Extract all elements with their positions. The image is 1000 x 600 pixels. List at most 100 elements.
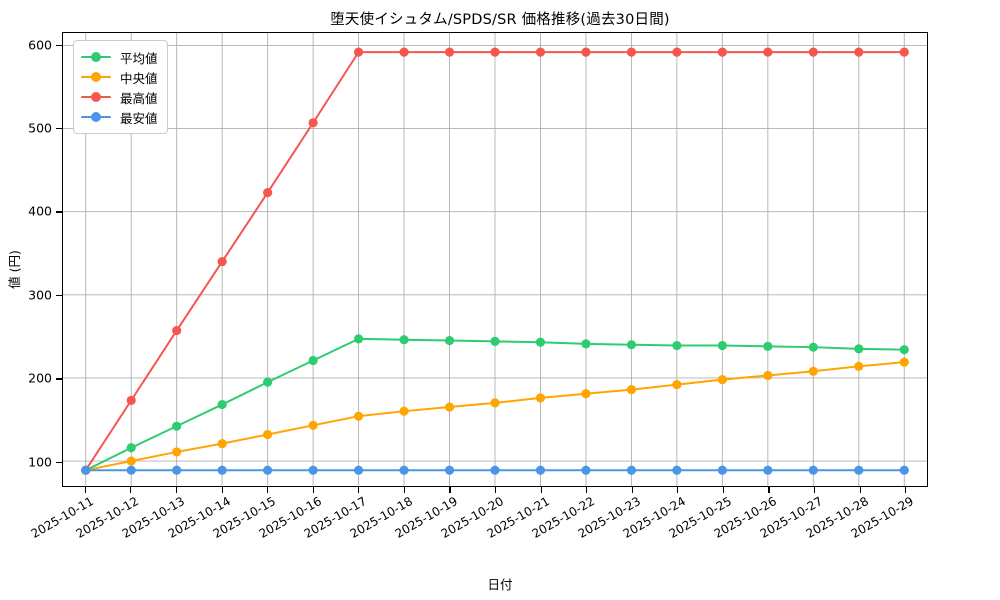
- data-point: [444, 335, 455, 346]
- data-point: [353, 334, 364, 344]
- x-axis-tick-marks: [62, 487, 928, 494]
- data-point: [399, 335, 409, 345]
- y-tick-mark: [56, 211, 62, 213]
- legend-marker-icon: [81, 70, 111, 84]
- data-point: [353, 47, 364, 57]
- legend-label: 最安値: [120, 110, 158, 126]
- data-point: [263, 188, 273, 198]
- legend-label: 中央値: [120, 70, 158, 86]
- data-point: [626, 465, 637, 475]
- x-tick-mark: [267, 487, 269, 493]
- data-point: [172, 447, 182, 457]
- data-point: [854, 344, 864, 354]
- x-tick-mark: [449, 487, 451, 493]
- data-point: [854, 361, 864, 371]
- legend-marker-icon: [81, 110, 111, 124]
- y-tick-mark: [56, 128, 62, 130]
- legend-label: 最高値: [120, 90, 158, 106]
- data-point: [81, 465, 91, 475]
- data-point: [308, 420, 318, 430]
- data-point: [217, 399, 227, 410]
- data-point: [581, 339, 591, 349]
- y-tick-mark: [56, 461, 62, 464]
- legend-item-1[interactable]: 中央値: [81, 67, 158, 87]
- plot-area: [62, 32, 928, 487]
- data-point: [899, 47, 909, 57]
- data-series-layer: [81, 47, 909, 475]
- y-tick-label: 200: [28, 370, 52, 386]
- data-point: [263, 465, 273, 475]
- data-point: [126, 465, 136, 475]
- y-tick-label: 400: [28, 203, 52, 219]
- y-tick-label: 500: [28, 120, 52, 136]
- data-point: [581, 389, 591, 399]
- y-tick-mark: [56, 294, 62, 297]
- data-point: [899, 345, 909, 355]
- data-point: [899, 465, 909, 475]
- data-point: [763, 465, 773, 475]
- data-point: [581, 47, 591, 57]
- chart-legend: 平均値中央値最高値最安値: [73, 40, 168, 134]
- x-tick-mark: [358, 487, 360, 493]
- data-point: [353, 465, 364, 475]
- x-tick-mark: [221, 487, 223, 493]
- x-tick-mark: [859, 487, 861, 493]
- x-axis-tick-labels: 2025-10-11 2025-10-12 2025-10-13 2025-10-14…: [28, 494, 928, 564]
- y-axis-tick-marks: [0, 32, 62, 487]
- x-tick-mark: [495, 487, 497, 493]
- data-point: [353, 411, 364, 421]
- data-point: [490, 336, 500, 346]
- data-point: [126, 443, 136, 453]
- x-tick-mark: [768, 487, 770, 493]
- data-point: [717, 47, 727, 57]
- series-line-2: [84, 51, 906, 472]
- data-point: [672, 340, 682, 351]
- data-point: [808, 47, 818, 57]
- x-tick-mark: [175, 487, 178, 493]
- x-axis-label: 日付: [487, 577, 513, 592]
- data-point: [626, 385, 637, 395]
- legend-label: 平均値: [120, 50, 158, 66]
- data-point: [854, 465, 864, 475]
- data-point: [626, 340, 637, 350]
- data-point: [808, 465, 818, 475]
- data-point: [399, 47, 409, 57]
- data-point: [899, 357, 909, 367]
- data-point: [308, 355, 318, 366]
- grid-lines: [63, 33, 927, 486]
- legend-item-0[interactable]: 平均値: [81, 47, 158, 67]
- x-tick-mark: [677, 487, 679, 493]
- y-tick-label: 100: [28, 454, 52, 470]
- data-point: [763, 47, 773, 57]
- data-point: [444, 402, 455, 412]
- legend-marker-icon: [81, 90, 111, 104]
- data-point: [217, 465, 227, 475]
- data-point: [217, 439, 227, 449]
- x-tick-mark: [631, 487, 633, 493]
- x-tick-mark: [403, 487, 405, 493]
- legend-item-2[interactable]: 最高値: [81, 87, 158, 107]
- x-tick-mark: [130, 487, 132, 493]
- legend-marker-icon: [81, 50, 111, 64]
- data-point: [808, 366, 818, 376]
- series-line-1: [84, 361, 906, 472]
- data-point: [763, 341, 773, 351]
- legend-item-3[interactable]: 最安値: [81, 107, 158, 127]
- y-tick-label: 600: [28, 37, 52, 53]
- data-point: [263, 429, 273, 440]
- data-point: [308, 118, 318, 128]
- y-tick-label: 300: [28, 287, 52, 303]
- data-point: [672, 380, 682, 390]
- data-point: [626, 47, 637, 57]
- x-tick-mark: [312, 487, 314, 493]
- chart-title: 堕天使イシュタム/SPDS/SR 価格推移(過去30日間): [330, 12, 670, 28]
- data-point: [535, 393, 546, 403]
- y-tick-mark: [56, 378, 62, 380]
- data-point: [854, 47, 864, 57]
- data-point: [535, 337, 546, 347]
- x-tick-mark: [540, 487, 542, 493]
- data-point: [308, 465, 318, 475]
- x-tick-mark: [722, 487, 724, 493]
- data-point: [535, 465, 546, 475]
